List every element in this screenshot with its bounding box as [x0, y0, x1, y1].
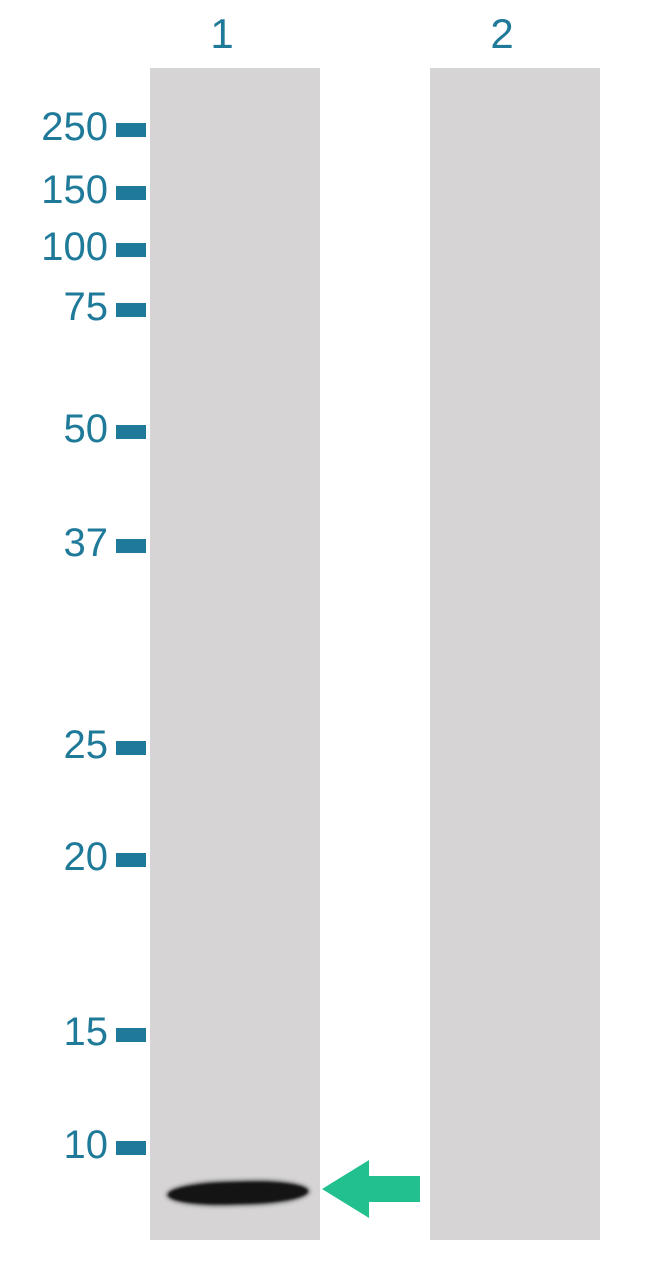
western-blot: 1 2 250 150 100 75 50 37 25 20 15 10 [0, 0, 650, 1270]
marker-tick [116, 1141, 146, 1155]
marker-tick [116, 186, 146, 200]
band-arrow-icon [322, 1158, 420, 1220]
marker-label: 37 [64, 521, 109, 566]
marker-label: 100 [41, 225, 108, 270]
marker-tick [116, 303, 146, 317]
marker-tick [116, 741, 146, 755]
marker-label: 25 [64, 723, 109, 768]
lane-header-2: 2 [482, 10, 522, 58]
marker-label: 75 [64, 285, 109, 330]
marker-tick [116, 539, 146, 553]
marker-tick [116, 243, 146, 257]
lane-header-1: 1 [202, 10, 242, 58]
lane-2 [430, 68, 600, 1240]
marker-tick [116, 123, 146, 137]
arrow-polygon [322, 1160, 420, 1218]
lane-1 [150, 68, 320, 1240]
marker-label: 10 [64, 1123, 109, 1168]
marker-label: 15 [64, 1010, 109, 1055]
marker-label: 50 [64, 407, 109, 452]
marker-label: 20 [64, 835, 109, 880]
marker-tick [116, 1028, 146, 1042]
marker-tick [116, 425, 146, 439]
marker-label: 150 [41, 168, 108, 213]
marker-tick [116, 853, 146, 867]
marker-label: 250 [41, 105, 108, 150]
